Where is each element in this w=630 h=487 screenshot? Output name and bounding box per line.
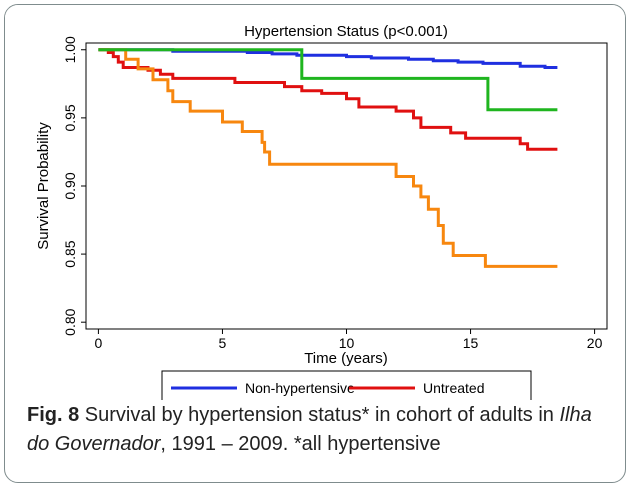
survival-chart: Hypertension Status (p<0.001) Time (year… [5,5,625,400]
chart-title: Hypertension Status (p<0.001) [244,23,448,40]
x-tick-label: 10 [339,335,355,351]
x-tick-label: 20 [587,335,603,351]
legend-label: Non-hypertensive [245,380,355,396]
caption-place: Ilha do Governador [27,404,592,455]
series-group [98,48,558,268]
x-tick-label: 15 [463,335,479,351]
x-tick-label: 5 [219,335,227,351]
series-line-non-hypertensive [98,48,558,69]
figure-frame: Hypertension Status (p<0.001) Time (year… [4,4,626,483]
legend-label: Untreated [423,380,484,396]
y-tick-label: 1.00 [62,36,78,63]
caption-label: Fig. 8 [27,404,80,426]
caption-text-2: , 1991 – 2009. *all hypertensive [160,433,441,455]
x-axis-label: Time (years) [304,350,388,367]
y-tick-label: 0.90 [62,172,78,199]
caption-text-1: Survival by hypertension status* in coho… [79,404,560,426]
axes-group: 0 5 10 15 20 0.80 0.85 0.90 0.95 1.00 [62,36,603,351]
y-tick-label: 0.85 [62,240,78,267]
legend: Non-hypertensiveUntreatedUncontrolledCon… [171,380,484,396]
series-line-untreated [98,48,558,151]
plot-area [85,42,608,330]
series-line-controlled [98,48,558,112]
y-tick-label: 0.80 [62,308,78,335]
series-line-uncontrolled [98,48,558,268]
x-tick-label: 0 [95,335,103,351]
legend-box [161,370,532,400]
y-tick-label: 0.95 [62,104,78,131]
figure-caption: Fig. 8 Survival by hypertension status* … [27,401,617,459]
y-axis-label: Survival Probability [35,122,52,250]
